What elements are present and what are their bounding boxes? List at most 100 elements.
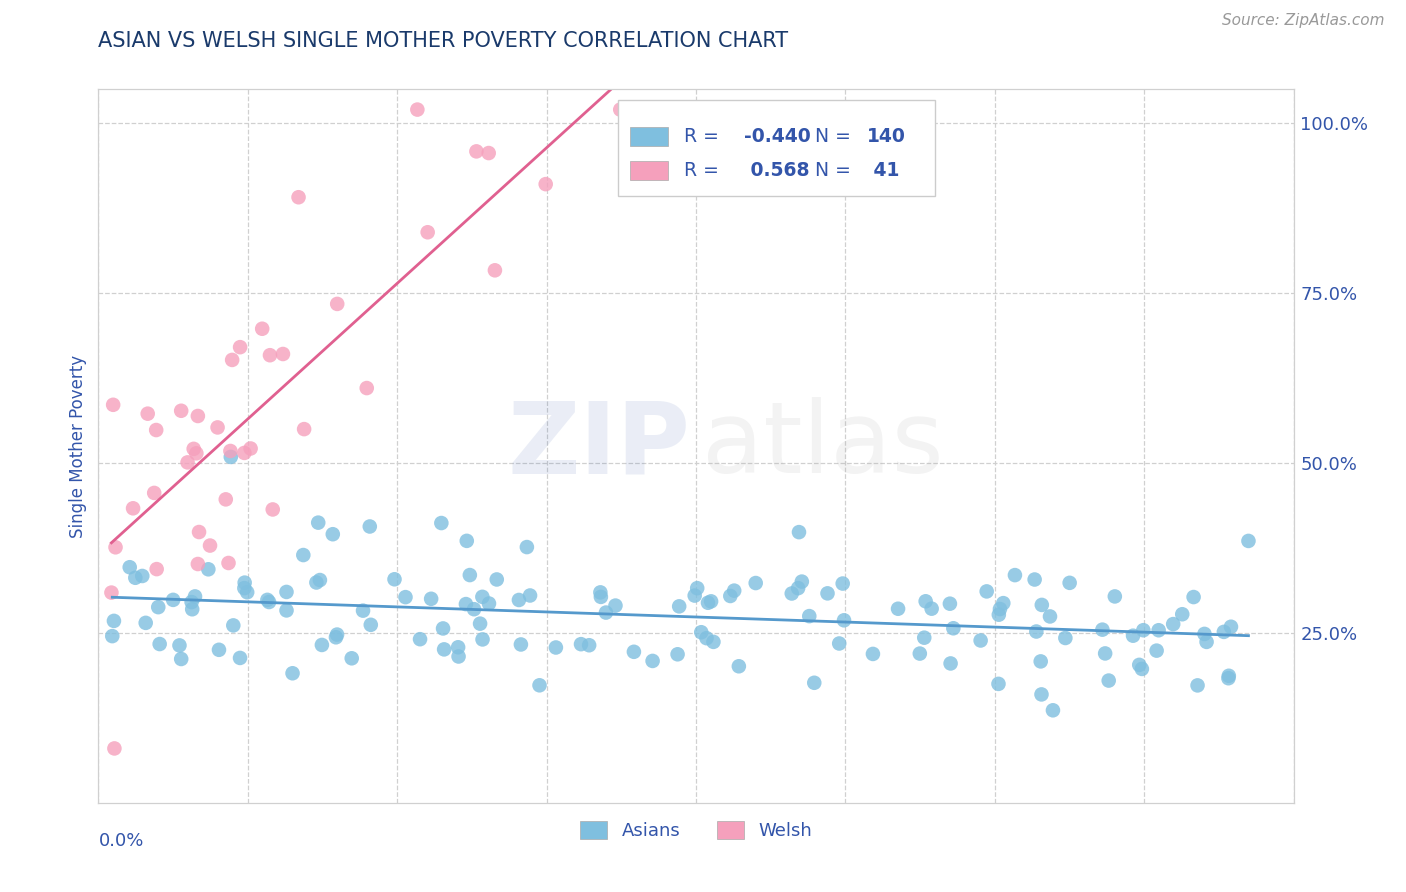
Point	[180, 595, 202, 609]
Point	[589, 590, 612, 604]
Text: Source: ZipAtlas.com: Source: ZipAtlas.com	[1222, 13, 1385, 29]
Text: ASIAN VS WELSH SINGLE MOTHER POVERTY CORRELATION CHART: ASIAN VS WELSH SINGLE MOTHER POVERTY COR…	[98, 31, 789, 51]
Bar	[630, 161, 668, 179]
Point	[744, 576, 766, 591]
Point	[939, 657, 962, 671]
Point	[700, 594, 723, 608]
Point	[188, 524, 211, 539]
Point	[641, 654, 664, 668]
Point	[430, 516, 453, 530]
Point	[509, 637, 531, 651]
Point	[471, 632, 494, 647]
Point	[136, 407, 159, 421]
Text: ZIP: ZIP	[508, 398, 690, 494]
Point	[131, 569, 153, 583]
Point	[101, 629, 124, 643]
Point	[1031, 598, 1053, 612]
Point	[862, 647, 884, 661]
Point	[311, 638, 333, 652]
Point	[723, 583, 745, 598]
Point	[987, 607, 1010, 622]
Point	[516, 540, 538, 554]
Point	[914, 594, 936, 608]
Point	[993, 596, 1015, 610]
Point	[718, 589, 741, 603]
Point	[589, 585, 612, 599]
Point	[1194, 627, 1216, 641]
Point	[322, 527, 344, 541]
Text: 0.568: 0.568	[744, 161, 810, 179]
Point	[887, 601, 910, 615]
Point	[696, 631, 718, 645]
Point	[1024, 573, 1046, 587]
Point	[420, 591, 443, 606]
Point	[1182, 590, 1205, 604]
Point	[668, 599, 690, 614]
Point	[1042, 703, 1064, 717]
Point	[170, 404, 193, 418]
Point	[623, 645, 645, 659]
Point	[198, 539, 221, 553]
Point	[145, 562, 167, 576]
Point	[287, 190, 309, 204]
Point	[250, 322, 273, 336]
Point	[787, 525, 810, 540]
Point	[1059, 575, 1081, 590]
Point	[1054, 631, 1077, 645]
Point	[921, 601, 943, 615]
Point	[683, 589, 706, 603]
Point	[831, 576, 853, 591]
Text: 0.0%: 0.0%	[98, 831, 143, 849]
Point	[229, 651, 252, 665]
Point	[145, 423, 167, 437]
Point	[447, 649, 470, 664]
Point	[478, 146, 501, 161]
Point	[569, 637, 592, 651]
Point	[352, 604, 374, 618]
Point	[187, 557, 209, 571]
Point	[233, 581, 256, 595]
Point	[292, 548, 315, 562]
Point	[1004, 568, 1026, 582]
Point	[1025, 624, 1047, 639]
Point	[578, 638, 600, 652]
Point	[233, 446, 256, 460]
Point	[118, 560, 141, 574]
Point	[1218, 671, 1240, 685]
Point	[384, 572, 406, 586]
Point	[222, 618, 245, 632]
Point	[183, 442, 205, 456]
Point	[143, 486, 166, 500]
Point	[208, 642, 231, 657]
Point	[360, 617, 382, 632]
Text: R =: R =	[685, 161, 725, 179]
Point	[181, 602, 204, 616]
Text: R =: R =	[685, 127, 725, 146]
Point	[471, 590, 494, 604]
Point	[605, 599, 627, 613]
Point	[478, 597, 501, 611]
Point	[1091, 623, 1114, 637]
Point	[236, 585, 259, 599]
Point	[1146, 643, 1168, 657]
Point	[207, 420, 229, 434]
Point	[187, 409, 209, 423]
Point	[447, 640, 470, 655]
Point	[832, 613, 855, 627]
Point	[988, 602, 1011, 616]
Point	[394, 590, 416, 604]
Point	[122, 501, 145, 516]
Point	[817, 586, 839, 600]
Point	[702, 635, 724, 649]
Point	[432, 622, 454, 636]
Text: 41: 41	[868, 161, 900, 179]
Point	[233, 575, 256, 590]
Point	[1147, 624, 1170, 638]
Point	[219, 450, 242, 464]
Point	[1187, 678, 1209, 692]
Point	[104, 541, 127, 555]
Point	[787, 581, 810, 595]
Point	[186, 446, 208, 460]
Point	[103, 741, 125, 756]
Point	[508, 593, 530, 607]
